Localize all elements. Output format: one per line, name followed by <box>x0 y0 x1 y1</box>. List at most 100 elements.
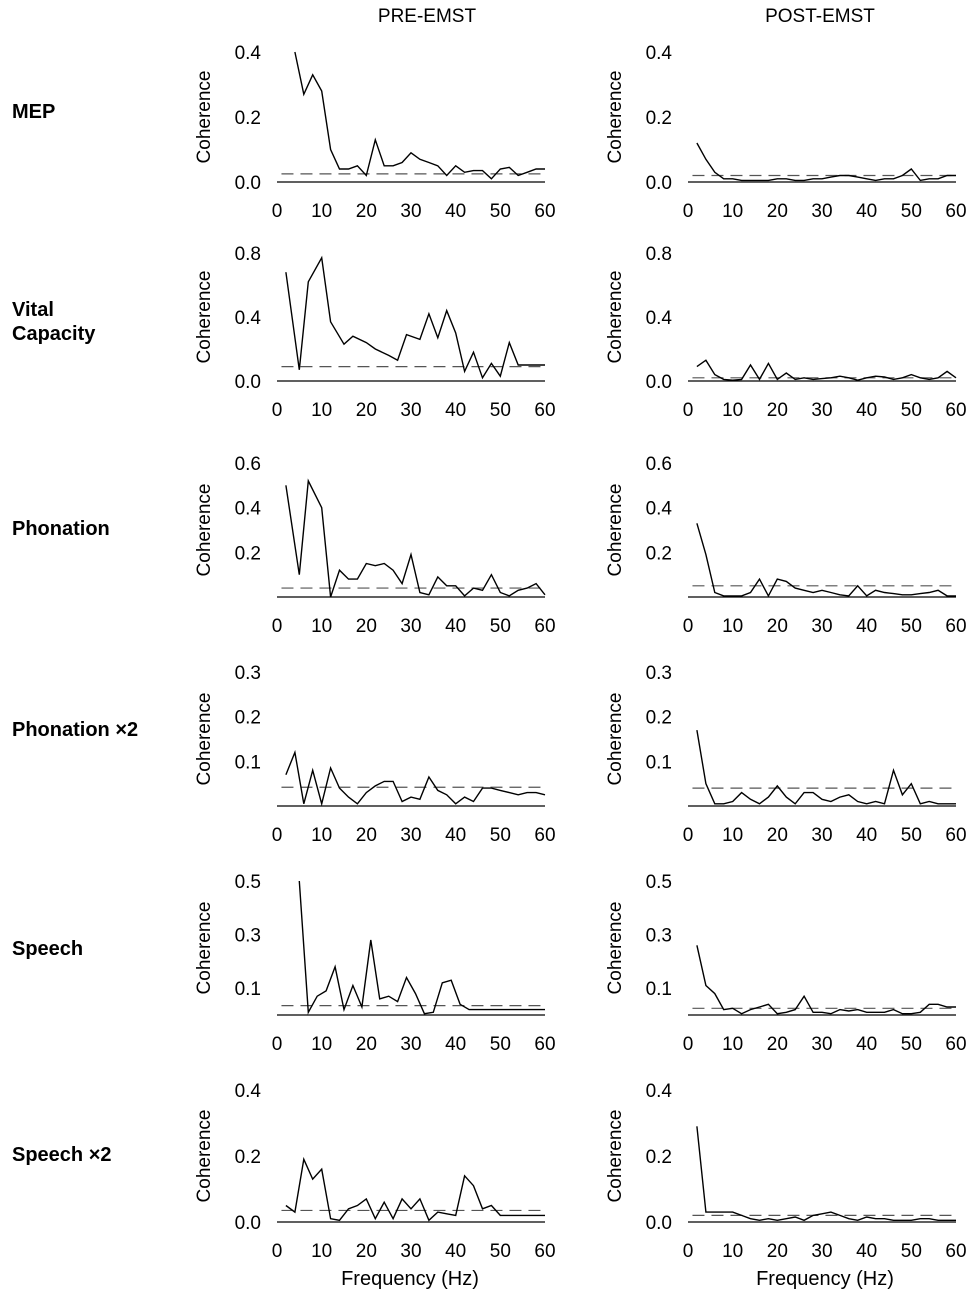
x-tick-label: 10 <box>311 1241 332 1262</box>
x-tick-label: 30 <box>400 825 421 846</box>
x-tick-label: 0 <box>683 1034 694 1055</box>
y-tick-label: 0.5 <box>235 872 261 893</box>
y-axis-label: Coherence <box>194 271 215 364</box>
y-axis-label: Coherence <box>605 71 626 164</box>
y-tick-label: 0.4 <box>646 308 673 329</box>
y-tick-label: 0.2 <box>646 543 672 564</box>
x-tick-label: 20 <box>356 400 377 421</box>
x-tick-label: 0 <box>272 400 283 421</box>
column-title-post: POST-EMST <box>765 6 875 27</box>
x-tick-label: 0 <box>683 616 694 637</box>
x-tick-label: 10 <box>311 825 332 846</box>
y-axis-label: Coherence <box>605 271 626 364</box>
panel: 0.2 0.4 0.6 0 10 20 30 40 50 60 Coherence <box>605 454 967 637</box>
row-label-vital-capacity: Vital Capacity <box>12 299 96 345</box>
x-tick-label: 10 <box>722 616 743 637</box>
x-tick-label: 40 <box>445 825 466 846</box>
y-tick-label: 0.4 <box>646 1081 673 1102</box>
coherence-series-line <box>285 255 545 380</box>
coherence-series-line <box>696 729 956 805</box>
y-tick-label: 0.4 <box>235 43 262 64</box>
y-tick-label: 0.4 <box>235 499 262 520</box>
x-tick-label: 20 <box>767 1241 788 1262</box>
x-tick-label: 40 <box>856 201 877 222</box>
coherence-series-line <box>285 478 546 598</box>
x-tick-label: 20 <box>356 1241 377 1262</box>
x-tick-label: 40 <box>856 825 877 846</box>
y-tick-label: 0.4 <box>235 308 262 329</box>
y-axis-label: Coherence <box>605 484 626 577</box>
x-tick-label: 10 <box>722 201 743 222</box>
x-tick-label: 0 <box>272 1034 283 1055</box>
y-tick-label: 0.2 <box>646 108 672 129</box>
x-tick-label: 20 <box>767 1034 788 1055</box>
x-tick-label: 20 <box>767 825 788 846</box>
row-label-speech-x2: Speech ×2 <box>12 1144 112 1166</box>
y-tick-label: 0.4 <box>235 1081 262 1102</box>
panel: 0.2 0.4 0.6 0 10 20 30 40 50 60 Coherence <box>194 454 556 637</box>
panel: 0.0 0.2 0.4 0 10 20 30 40 50 60 Coherence <box>194 1081 556 1262</box>
x-tick-label: 0 <box>272 201 283 222</box>
x-tick-label: 50 <box>901 400 922 421</box>
panel: 0.1 0.3 0.5 0 10 20 30 40 50 60 Coherence <box>194 872 556 1055</box>
x-tick-label: 60 <box>534 1241 555 1262</box>
x-tick-label: 40 <box>856 616 877 637</box>
panel: 0.0 0.4 0.8 0 10 20 30 40 50 60 Coherence <box>605 244 967 421</box>
x-tick-label: 20 <box>767 201 788 222</box>
x-tick-label: 0 <box>683 1241 694 1262</box>
x-tick-label: 10 <box>722 825 743 846</box>
x-tick-label: 10 <box>311 400 332 421</box>
x-tick-label: 60 <box>945 1241 966 1262</box>
y-tick-label: 0.0 <box>235 372 261 393</box>
x-tick-label: 60 <box>945 400 966 421</box>
y-axis-label: Coherence <box>194 71 215 164</box>
y-axis-label: Coherence <box>194 484 215 577</box>
x-tick-label: 30 <box>811 1034 832 1055</box>
x-tick-label: 30 <box>400 400 421 421</box>
y-tick-label: 0.0 <box>235 173 261 194</box>
x-tick-label: 20 <box>767 400 788 421</box>
x-tick-label: 10 <box>311 201 332 222</box>
y-tick-label: 0.3 <box>646 663 672 684</box>
coherence-series-line <box>285 1156 545 1222</box>
x-tick-label: 50 <box>901 616 922 637</box>
x-tick-label: 30 <box>400 616 421 637</box>
y-tick-label: 0.0 <box>646 1213 672 1234</box>
x-tick-label: 40 <box>445 400 466 421</box>
panel: 0.0 0.2 0.4 0 10 20 30 40 50 60 Coherence <box>605 43 967 222</box>
x-tick-label: 0 <box>683 825 694 846</box>
panel: 0.0 0.2 0.4 0 10 20 30 40 50 60 Coherence <box>194 43 556 222</box>
x-tick-label: 60 <box>945 825 966 846</box>
y-tick-label: 0.0 <box>646 372 672 393</box>
y-tick-label: 0.5 <box>646 872 672 893</box>
x-tick-label: 0 <box>272 1241 283 1262</box>
x-tick-label: 40 <box>445 201 466 222</box>
x-tick-label: 0 <box>272 616 283 637</box>
column-title-pre: PRE-EMST <box>377 6 477 27</box>
row-label-phonation-x2: Phonation ×2 <box>12 719 139 741</box>
x-tick-label: 10 <box>722 400 743 421</box>
x-tick-label: 0 <box>683 400 694 421</box>
coherence-series-line <box>696 1126 956 1222</box>
x-tick-label: 60 <box>945 201 966 222</box>
x-tick-label: 30 <box>811 400 832 421</box>
x-tick-label: 50 <box>490 825 511 846</box>
coherence-series-line <box>298 880 545 1015</box>
x-tick-label: 10 <box>722 1034 743 1055</box>
panel: 0.1 0.3 0.5 0 10 20 30 40 50 60 Coherence <box>605 872 967 1055</box>
x-tick-label: 10 <box>311 1034 332 1055</box>
row-label-mep: MEP <box>12 101 56 123</box>
x-tick-label: 60 <box>534 1034 555 1055</box>
y-tick-label: 0.3 <box>235 663 261 684</box>
y-axis-label: Coherence <box>194 693 215 786</box>
x-tick-label: 60 <box>534 825 555 846</box>
y-tick-label: 0.3 <box>646 926 672 947</box>
x-tick-label: 50 <box>490 400 511 421</box>
x-tick-label: 40 <box>856 1241 877 1262</box>
coherence-series-line <box>696 945 956 1015</box>
y-tick-label: 0.8 <box>235 244 261 265</box>
coherence-series-line <box>696 359 957 381</box>
y-tick-label: 0.6 <box>235 454 261 475</box>
x-tick-label: 50 <box>490 201 511 222</box>
